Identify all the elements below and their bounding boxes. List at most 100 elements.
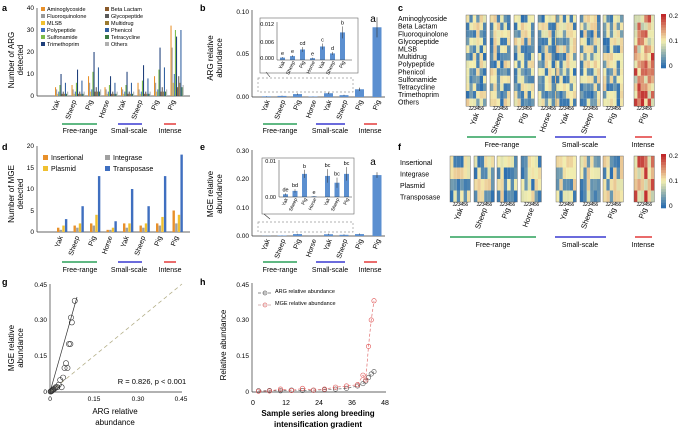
heat-cell: [483, 53, 487, 61]
heat-cell: [637, 15, 641, 23]
heat-cell: [586, 53, 591, 61]
heat-cell: [460, 190, 464, 202]
series-point: [288, 388, 294, 394]
heat-cell: [640, 91, 645, 99]
legend-swatch: [41, 28, 45, 32]
legend-swatch: [105, 155, 110, 160]
legend-swatch: [105, 35, 109, 39]
heat-cell: [580, 75, 584, 84]
heat-block-frame: [555, 14, 577, 107]
heat-cell: [456, 167, 461, 179]
heat-cell: [510, 190, 514, 202]
series-point: [371, 298, 377, 304]
colorbar-tick: 0.1: [669, 38, 678, 45]
heat-cell: [541, 30, 545, 38]
heat-cell: [640, 156, 645, 168]
heat-cell: [517, 37, 521, 46]
scatter-point: [60, 374, 66, 381]
panel-e-ytick: 0.00: [236, 233, 249, 240]
heat-cell: [583, 83, 587, 91]
heat-block-frame: [633, 14, 655, 107]
heat-cell: [479, 15, 483, 23]
colorbar-step: [661, 62, 666, 66]
panel-f-letter: f: [398, 142, 402, 152]
heat-block-frame: [602, 155, 624, 203]
heat-cell: [647, 15, 651, 23]
legend-label: Multidrug: [111, 21, 134, 27]
heat-cell: [466, 45, 470, 53]
scatter-point: [66, 341, 72, 347]
heat-cell: [583, 37, 587, 46]
heat-cell: [562, 190, 567, 202]
heat-cell: [593, 60, 597, 69]
x-tick-label: Horse: [101, 235, 114, 255]
heat-cell: [573, 91, 577, 99]
heat-cell: [562, 156, 567, 168]
panel-d-ytick: 15: [27, 165, 35, 172]
heat-cell: [463, 190, 467, 202]
heat-cell: [514, 30, 518, 38]
bar: [124, 91, 126, 96]
bar: [158, 69, 160, 96]
inset-sig-letter: e: [312, 190, 315, 196]
heat-cell: [544, 83, 549, 91]
x-tick-label: Pig: [637, 207, 649, 220]
heat-cell: [556, 83, 560, 91]
column-numbers: 123456: [499, 202, 515, 208]
heat-cell: [569, 37, 573, 46]
heat-cell: [603, 179, 607, 191]
panel-g-xtick: 0.45: [175, 396, 188, 403]
series-point: [299, 388, 305, 394]
heat-cell: [527, 30, 531, 38]
bar: [125, 227, 129, 232]
heat-cell: [586, 22, 591, 31]
heat-cell: [597, 190, 601, 202]
column-numbers: 123456: [605, 106, 621, 112]
heat-cell: [606, 83, 610, 91]
heat-cell: [520, 91, 525, 99]
legend-swatch: [105, 7, 109, 11]
x-tick-label: Sheep: [579, 207, 595, 230]
heat-cell: [616, 60, 620, 69]
heat-cell: [500, 179, 504, 191]
heat-cell: [562, 91, 567, 99]
scatter-point: [68, 319, 75, 326]
heat-cell: [538, 45, 542, 53]
panel-e-letter: e: [200, 142, 205, 152]
bar: [90, 223, 93, 232]
heat-cell: [507, 22, 511, 31]
group-label-intense: Intense: [632, 142, 655, 149]
inset-bar: [340, 32, 345, 60]
heat-cell: [616, 22, 620, 31]
panel-h-ylabel: Relative abundance: [219, 309, 228, 380]
bar: [93, 52, 95, 96]
heat-cell: [566, 30, 570, 38]
bar: [111, 93, 113, 96]
panel-d-ytick: 10: [27, 186, 35, 193]
panel-h-legend-mge-label: MGE relative abundance: [275, 301, 336, 307]
heat-cell: [450, 179, 454, 191]
heat-cell: [480, 190, 485, 202]
column-numbers: 123456: [605, 202, 621, 208]
heat-cell: [606, 156, 610, 168]
heat-cell: [490, 30, 494, 38]
bar: [146, 93, 148, 96]
bar: [61, 93, 63, 96]
colorbar-step: [661, 202, 666, 206]
heat-cell: [593, 190, 597, 202]
heat-cell: [580, 53, 584, 61]
bar: [90, 91, 92, 96]
heat-cell: [586, 156, 591, 168]
bar: [156, 223, 159, 232]
heat-cell: [496, 37, 501, 46]
bar: [143, 65, 145, 96]
panel-b-zoom-region: [257, 77, 354, 93]
heat-cell: [480, 179, 485, 191]
heat-cell: [493, 98, 497, 107]
scatter-point: [51, 385, 58, 392]
heat-cell: [613, 91, 617, 99]
panel-g-ytick: 0: [43, 389, 47, 396]
heat-cell: [593, 37, 597, 46]
heat-cell: [573, 15, 577, 23]
